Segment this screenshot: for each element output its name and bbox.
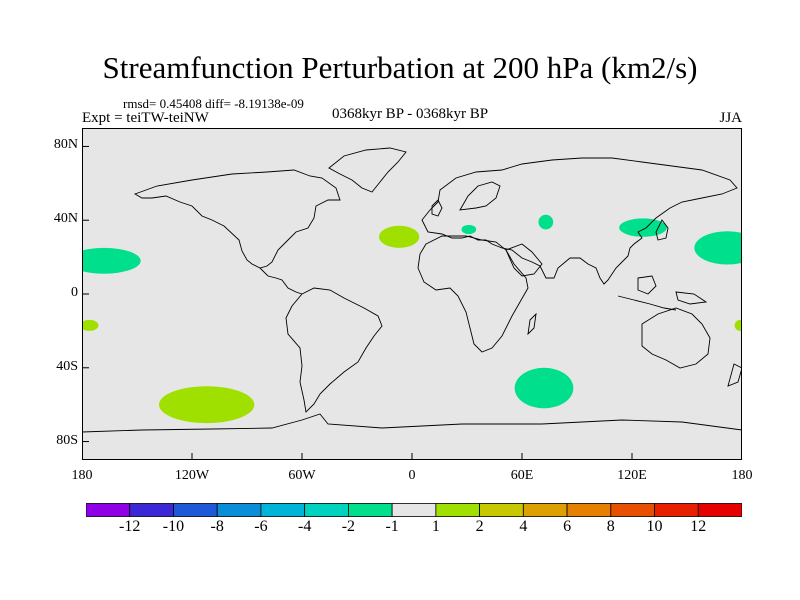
colorbar-swatch (522, 503, 568, 517)
anomaly-region-east-edge-pos (734, 319, 742, 331)
coastline-central-america (259, 267, 303, 295)
colorbar-level-label: 10 (646, 518, 663, 535)
experiment-label: Expt = teiTW-teiNW (82, 110, 209, 126)
period-label: 0368kyr BP - 0368kyr BP (331, 106, 489, 122)
coastline-japan (655, 219, 669, 241)
chart-title: Streamfunction Perturbation at 200 hPa (… (102, 50, 698, 85)
colorbar-swatch (260, 503, 306, 517)
coastline-south-america (285, 287, 383, 413)
coastline-antarctica (82, 413, 742, 433)
coastline-indonesia (617, 295, 677, 311)
coastline-britain (431, 199, 443, 217)
coastline-eurasia (421, 157, 738, 285)
y-tick-label: 0 (71, 285, 78, 300)
colorbar-level-label: -2 (341, 518, 356, 535)
coastline-scandinavia (459, 181, 501, 211)
anomaly-regions (82, 214, 742, 424)
colorbar (86, 503, 742, 517)
y-tick-label: 40N (53, 211, 78, 227)
anomaly-region-eastern-med-neg (461, 224, 477, 235)
season-label: JJA (719, 110, 742, 126)
anomaly-region-central-asia-neg (538, 214, 554, 230)
colorbar-level-label: 8 (606, 518, 615, 535)
y-tick-label: 80N (53, 137, 78, 153)
anomaly-region-north-africa-pos (379, 225, 420, 248)
coastline-madagascar (527, 312, 537, 336)
map-plot (82, 128, 742, 460)
x-tick-label: 120E (617, 468, 647, 483)
colorbar-level-label: -10 (162, 518, 185, 535)
y-tick-label: 40S (56, 358, 78, 374)
colorbar-level-label: 12 (690, 518, 707, 535)
coastline-borneo (637, 275, 657, 295)
coastline-australia (641, 307, 711, 369)
anomaly-region-north-pacific-east-neg (82, 247, 141, 274)
stats-label: rmsd= 0.45408 diff= -8.19138e-09 (123, 96, 304, 111)
colorbar-level-label: 2 (475, 518, 484, 535)
y-tick-label: 80S (56, 432, 78, 448)
colorbar-swatch (697, 503, 742, 517)
coastline-africa (417, 235, 529, 353)
coastlines (82, 147, 742, 433)
x-tick-label: 60W (288, 468, 316, 483)
colorbar-swatch (435, 503, 481, 517)
x-tick-label: 180 (71, 468, 93, 483)
coastline-arabia (505, 243, 543, 277)
colorbar-swatch (391, 503, 437, 517)
colorbar-swatch (86, 503, 131, 517)
colorbar-swatch (347, 503, 393, 517)
x-tick-label: 0 (408, 468, 416, 483)
coastline-new-guinea (675, 291, 708, 305)
coastline-north-america (133, 169, 341, 269)
colorbar-level-label: -8 (210, 518, 224, 535)
anomaly-region-north-pacific-west-neg (694, 231, 742, 265)
colorbar-swatch (304, 503, 349, 517)
colorbar-level-label: -1 (385, 518, 399, 535)
colorbar-swatch (129, 503, 174, 517)
colorbar-swatch (566, 503, 612, 517)
x-tick-label: 180 (731, 468, 753, 483)
anomaly-region-southern-ocean-neg (514, 367, 574, 409)
colorbar-swatch (654, 503, 699, 517)
x-tick-label: 120W (174, 468, 210, 483)
anomaly-region-east-asia-neg (619, 218, 667, 237)
x-tick-label: 60E (510, 468, 534, 483)
colorbar-level-label: -12 (119, 518, 141, 535)
colorbar-swatch (610, 503, 655, 517)
colorbar-swatch (479, 503, 524, 517)
colorbar-level-label: -4 (297, 518, 312, 535)
colorbar-swatch (173, 503, 218, 517)
colorbar-level-label: 1 (431, 518, 440, 535)
colorbar-swatch (216, 503, 262, 517)
coastline-new-zealand (727, 363, 742, 387)
colorbar-level-label: -6 (254, 518, 268, 535)
anomaly-region-south-pacific-pos (159, 386, 255, 424)
colorbar-level-label: 6 (563, 518, 572, 535)
anomaly-region-west-edge-pos (82, 319, 99, 331)
coastline-greenland (328, 147, 407, 193)
colorbar-level-label: 4 (519, 518, 528, 535)
